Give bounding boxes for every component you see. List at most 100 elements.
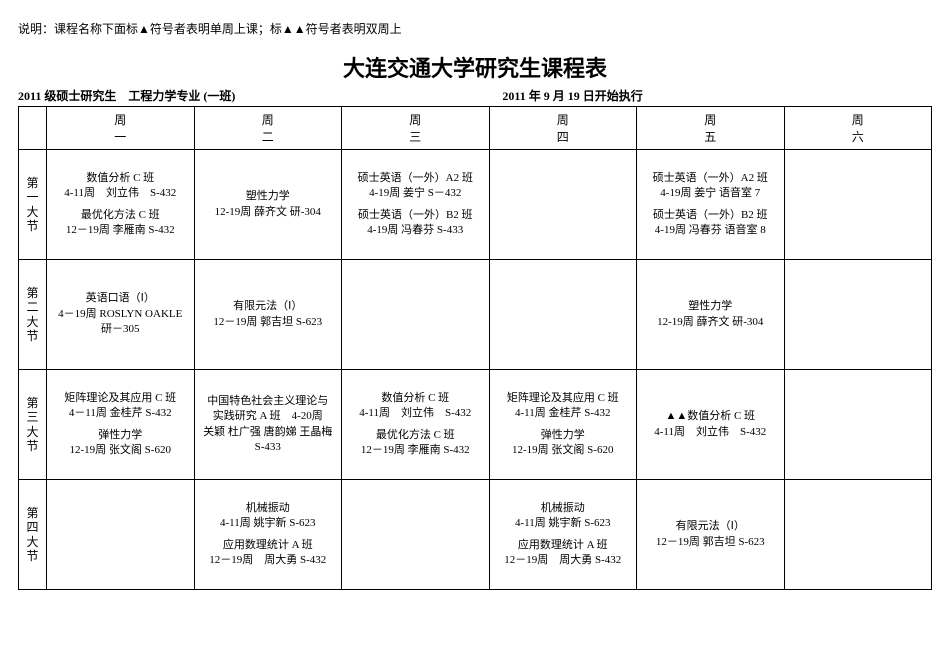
course-block: 机械振动4-11周 姚宇新 S-623 xyxy=(197,501,340,532)
timetable-cell: 塑性力学12-19周 薛齐文 研-304 xyxy=(637,260,785,370)
sub-header: 2011 级硕士研究生 工程力学专业 (一班) 2011 年 9 月 19 日开… xyxy=(18,87,932,104)
timetable-cell: 有限元法（Ⅰ）12－19周 郭吉坦 S-623 xyxy=(194,260,342,370)
course-block: 应用数理统计 A 班12－19周 周大勇 S-432 xyxy=(197,538,340,569)
course-line: 4-11周 刘立伟 S-432 xyxy=(49,186,192,201)
course-block: 数值分析 C 班4-11周 刘立伟 S-432 xyxy=(49,171,192,202)
course-line: 12－19周 郭吉坦 S-623 xyxy=(639,535,782,550)
course-block: 塑性力学12-19周 薛齐文 研-304 xyxy=(197,189,340,220)
course-line: 12-19周 薛齐文 研-304 xyxy=(639,315,782,330)
period-header: 第三大节 xyxy=(19,370,47,480)
course-block: 弹性力学12-19周 张文阁 S-620 xyxy=(492,428,635,459)
day-header: 周五 xyxy=(637,107,785,150)
course-line: 12－19周 周大勇 S-432 xyxy=(492,553,635,568)
course-block: 硕士英语（一外）A2 班4-19周 姜宁 语音室 7 xyxy=(639,171,782,202)
course-block: 应用数理统计 A 班12－19周 周大勇 S-432 xyxy=(492,538,635,569)
course-line: 4-11周 刘立伟 S-432 xyxy=(344,406,487,421)
course-line: 有限元法（Ⅰ） xyxy=(197,299,340,314)
course-line: 4-11周 金桂芹 S-432 xyxy=(492,406,635,421)
course-line: 有限元法（Ⅰ） xyxy=(639,519,782,534)
course-line: 12-19周 张文阁 S-620 xyxy=(49,443,192,458)
day-header: 周六 xyxy=(784,107,932,150)
course-line: 塑性力学 xyxy=(197,189,340,204)
course-line: 最优化方法 C 班 xyxy=(344,428,487,443)
day-header: 周二 xyxy=(194,107,342,150)
course-line: 硕士英语（一外）B2 班 xyxy=(344,208,487,223)
day-header: 周四 xyxy=(489,107,637,150)
period-header: 第四大节 xyxy=(19,480,47,590)
course-line: 4-19周 冯春芬 S-433 xyxy=(344,223,487,238)
header-row: 周一 周二 周三 周四 周五 周六 xyxy=(19,107,932,150)
course-block: 弹性力学12-19周 张文阁 S-620 xyxy=(49,428,192,459)
timetable-cell: 机械振动4-11周 姚宇新 S-623 应用数理统计 A 班12－19周 周大勇 … xyxy=(194,480,342,590)
timetable-cell xyxy=(489,150,637,260)
course-block: 塑性力学12-19周 薛齐文 研-304 xyxy=(639,299,782,330)
period-header: 第二大节 xyxy=(19,260,47,370)
course-block: 矩阵理论及其应用 C 班4－11周 金桂芹 S-432 xyxy=(49,391,192,422)
timetable-cell: ▲▲数值分析 C 班4-11周 刘立伟 S-432 xyxy=(637,370,785,480)
course-block: 有限元法（Ⅰ）12－19周 郭吉坦 S-623 xyxy=(197,299,340,330)
legend-note: 说明：课程名称下面标▲符号者表明单周上课；标▲▲符号者表明双周上 xyxy=(18,20,932,37)
course-block: 数值分析 C 班4-11周 刘立伟 S-432 xyxy=(344,391,487,422)
course-line: 硕士英语（一外）B2 班 xyxy=(639,208,782,223)
class-info: 2011 级硕士研究生 工程力学专业 (一班) xyxy=(18,87,502,104)
course-line: 硕士英语（一外）A2 班 xyxy=(639,171,782,186)
course-line: 矩阵理论及其应用 C 班 xyxy=(492,391,635,406)
course-line: 4-11周 姚宇新 S-623 xyxy=(197,516,340,531)
course-line: 弹性力学 xyxy=(49,428,192,443)
start-date: 2011 年 9 月 19 日开始执行 xyxy=(502,87,932,104)
course-line: 中国特色社会主义理论与 xyxy=(197,394,340,409)
course-line: 12－19周 周大勇 S-432 xyxy=(197,553,340,568)
course-line: 12-19周 张文阁 S-620 xyxy=(492,443,635,458)
timetable-cell xyxy=(784,150,932,260)
timetable-cell xyxy=(342,480,490,590)
course-line: 研－305 xyxy=(49,322,192,337)
course-block: 硕士英语（一外）B2 班4-19周 冯春芬 语音室 8 xyxy=(639,208,782,239)
timetable-cell: 有限元法（Ⅰ）12－19周 郭吉坦 S-623 xyxy=(637,480,785,590)
course-line: S-433 xyxy=(197,440,340,455)
table-row: 第二大节英语口语（Ⅰ）4－19周 ROSLYN OAKLE研－305有限元法（Ⅰ… xyxy=(19,260,932,370)
course-line: 4-19周 冯春芬 语音室 8 xyxy=(639,223,782,238)
course-block: 英语口语（Ⅰ）4－19周 ROSLYN OAKLE研－305 xyxy=(49,291,192,337)
timetable-cell: 数值分析 C 班4-11周 刘立伟 S-432 最优化方法 C 班12－19周 李… xyxy=(342,370,490,480)
timetable-cell: 数值分析 C 班4-11周 刘立伟 S-432 最优化方法 C 班12－19周 李… xyxy=(47,150,195,260)
course-line: 应用数理统计 A 班 xyxy=(492,538,635,553)
timetable-cell xyxy=(489,260,637,370)
timetable-cell xyxy=(784,370,932,480)
course-line: 实践研究 A 班 4-20周 xyxy=(197,409,340,424)
course-block: 硕士英语（一外）B2 班4-19周 冯春芬 S-433 xyxy=(344,208,487,239)
table-row: 第三大节矩阵理论及其应用 C 班4－11周 金桂芹 S-432弹性力学12-19… xyxy=(19,370,932,480)
course-line: 关颖 杜广强 唐韵娣 王晶梅 xyxy=(197,425,340,440)
period-header: 第一大节 xyxy=(19,150,47,260)
timetable-cell: 矩阵理论及其应用 C 班4-11周 金桂芹 S-432 弹性力学12-19周 张文… xyxy=(489,370,637,480)
course-block: 机械振动4-11周 姚宇新 S-623 xyxy=(492,501,635,532)
table-row: 第一大节数值分析 C 班4-11周 刘立伟 S-432 最优化方法 C 班12－1… xyxy=(19,150,932,260)
timetable-cell: 矩阵理论及其应用 C 班4－11周 金桂芹 S-432 弹性力学12-19周 张文… xyxy=(47,370,195,480)
course-block: 矩阵理论及其应用 C 班4-11周 金桂芹 S-432 xyxy=(492,391,635,422)
timetable-cell: 硕士英语（一外）A2 班4-19周 姜宁 语音室 7硕士英语（一外）B2 班4-… xyxy=(637,150,785,260)
timetable-cell xyxy=(784,480,932,590)
timetable-cell xyxy=(784,260,932,370)
course-line: 塑性力学 xyxy=(639,299,782,314)
course-line: 4-19周 姜宁 S－432 xyxy=(344,186,487,201)
course-line: 机械振动 xyxy=(492,501,635,516)
course-line: 12－19周 郭吉坦 S-623 xyxy=(197,315,340,330)
day-header: 周一 xyxy=(47,107,195,150)
course-block: 最优化方法 C 班12－19周 李雁南 S-432 xyxy=(344,428,487,459)
course-line: 12－19周 李雁南 S-432 xyxy=(344,443,487,458)
course-line: 4-11周 刘立伟 S-432 xyxy=(639,425,782,440)
timetable-cell: 塑性力学12-19周 薛齐文 研-304 xyxy=(194,150,342,260)
course-line: 硕士英语（一外）A2 班 xyxy=(344,171,487,186)
course-line: 4－19周 ROSLYN OAKLE xyxy=(49,307,192,322)
page-title: 大连交通大学研究生课程表 xyxy=(18,51,932,83)
course-block: 最优化方法 C 班12－19周 李雁南 S-432 xyxy=(49,208,192,239)
course-block: 中国特色社会主义理论与实践研究 A 班 4-20周关颖 杜广强 唐韵娣 王晶梅S… xyxy=(197,394,340,456)
course-line: 最优化方法 C 班 xyxy=(49,208,192,223)
course-line: 4-19周 姜宁 语音室 7 xyxy=(639,186,782,201)
course-block: 有限元法（Ⅰ）12－19周 郭吉坦 S-623 xyxy=(639,519,782,550)
day-header: 周三 xyxy=(342,107,490,150)
timetable-cell: 硕士英语（一外）A2 班4-19周 姜宁 S－432 硕士英语（一外）B2 班4-… xyxy=(342,150,490,260)
timetable-cell: 中国特色社会主义理论与实践研究 A 班 4-20周关颖 杜广强 唐韵娣 王晶梅S… xyxy=(194,370,342,480)
timetable-cell: 机械振动4-11周 姚宇新 S-623 应用数理统计 A 班12－19周 周大勇 … xyxy=(489,480,637,590)
course-line: 应用数理统计 A 班 xyxy=(197,538,340,553)
course-line: ▲▲数值分析 C 班 xyxy=(639,409,782,424)
